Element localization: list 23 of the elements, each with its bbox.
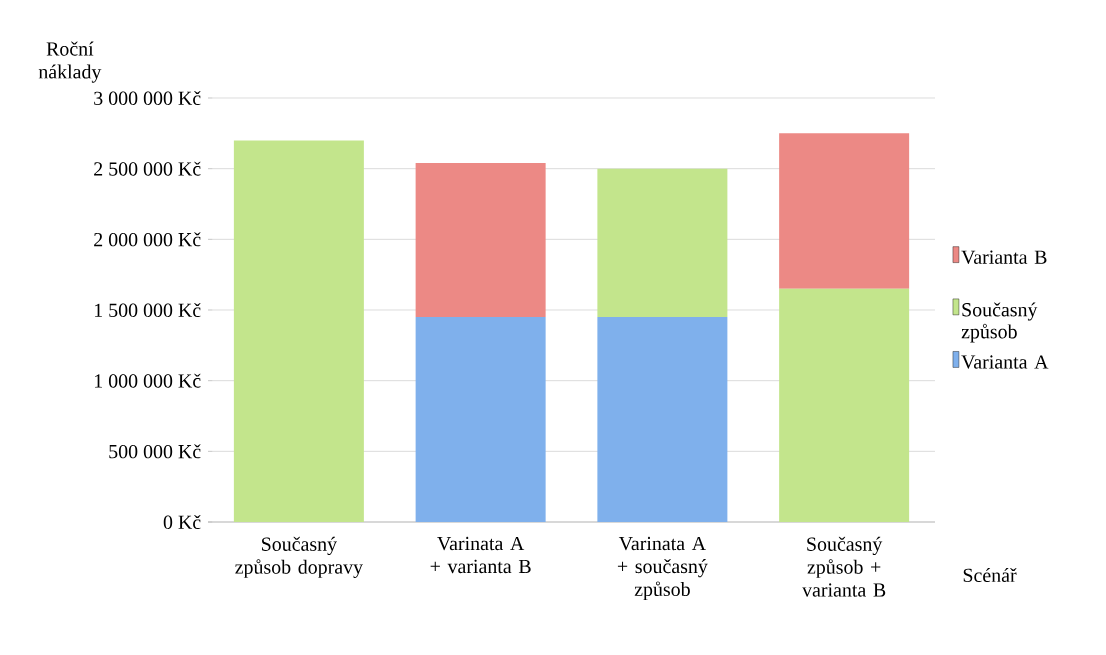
x-axis-title: Scénář	[963, 567, 1017, 583]
y-tick-label: 0 Kč	[163, 514, 201, 530]
legend-label: Současný způsob	[961, 302, 1038, 343]
bar	[597, 168, 728, 318]
bar	[415, 317, 546, 522]
y-tick-label: 3 000 000 Kč	[94, 90, 201, 106]
x-tick-label: Současný způsob + varianta B	[802, 536, 886, 597]
x-tick-label: Varinata A + současný způsob	[617, 536, 708, 601]
y-tick-label: 1 000 000 Kč	[94, 373, 201, 388]
y-tick-label: 2 500 000 Kč	[94, 161, 201, 176]
bar	[233, 140, 364, 522]
y-tick-label: 2 000 000 Kč	[94, 232, 201, 247]
bar	[415, 163, 546, 318]
y-axis-title: Roční náklady	[38, 41, 102, 83]
bar	[779, 133, 910, 289]
bar	[597, 317, 728, 522]
x-tick-label: Současný způsob dopravy	[235, 536, 363, 578]
bar	[779, 288, 910, 522]
x-tick-label: Varinata A + varianta B	[430, 536, 531, 574]
legend-label: Varianta B	[961, 250, 1047, 265]
y-tick-label: 1 500 000 Kč	[94, 302, 201, 318]
legend-label: Varianta A	[961, 355, 1049, 369]
y-tick-label: 500 000 Kč	[109, 444, 201, 459]
